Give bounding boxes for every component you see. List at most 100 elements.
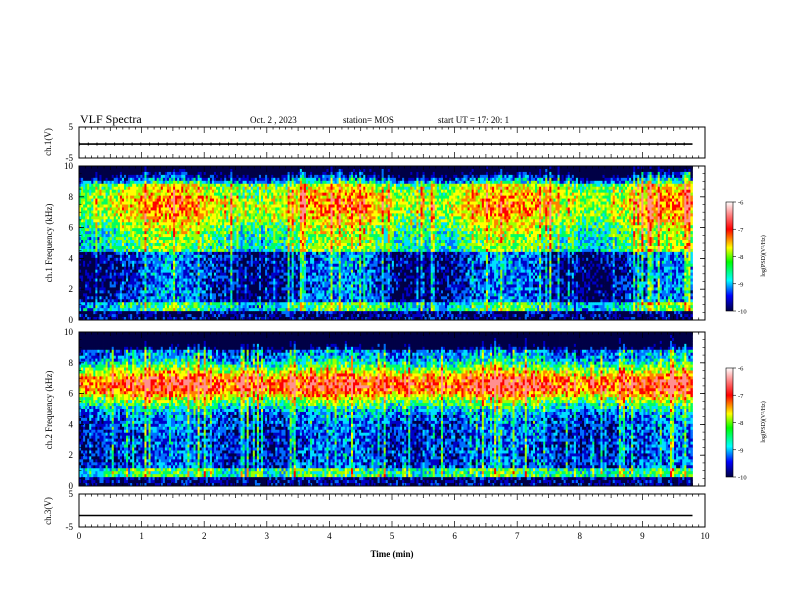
spectrogram-cell xyxy=(171,281,174,285)
spectrogram-cell xyxy=(105,302,109,306)
spectrogram-cell xyxy=(173,225,176,229)
spectrogram-cell xyxy=(156,204,160,208)
spectrogram-cell xyxy=(115,207,119,211)
spectrogram-cell xyxy=(191,186,194,191)
spectrogram-cell xyxy=(156,302,160,306)
spectrogram-cell xyxy=(173,305,176,309)
spectrogram-cell xyxy=(95,275,98,279)
spectrogram-cell xyxy=(117,278,121,282)
spectrogram-cell xyxy=(128,311,131,315)
spectrogram-cell xyxy=(99,257,102,262)
spectrogram-cell xyxy=(152,254,156,259)
trace-spike xyxy=(429,142,431,146)
spectrogram-cell xyxy=(91,216,94,220)
spectrogram-cell xyxy=(142,228,145,232)
spectrogram-cell xyxy=(146,168,149,173)
spectrogram-cell xyxy=(168,228,172,232)
spectrogram-cell xyxy=(146,231,149,235)
spectrogram-cell xyxy=(171,219,174,223)
spectrogram-cell xyxy=(183,195,186,199)
spectrogram-cell xyxy=(179,192,182,197)
spectrogram-cell xyxy=(130,311,133,315)
spectrogram-cell xyxy=(115,174,119,179)
spectrogram-cell xyxy=(136,293,139,297)
spectrogram-cell xyxy=(97,269,100,274)
spectrogram-cell xyxy=(173,174,176,179)
spectrogram-cell xyxy=(177,166,180,170)
spectrogram-cell xyxy=(101,240,104,244)
spectrogram-cell xyxy=(138,293,141,297)
spectrogram-cell xyxy=(152,302,156,306)
spectrogram-cell xyxy=(148,284,151,288)
spectrogram-cell xyxy=(154,278,158,282)
spectrogram-cell xyxy=(121,201,125,205)
spectrogram-cell xyxy=(107,263,111,268)
spectrogram-cell xyxy=(136,225,139,229)
spectrogram-cell xyxy=(87,308,90,312)
trace-spike xyxy=(657,142,659,146)
spectrogram-cell xyxy=(126,234,129,238)
spectrogram-cell xyxy=(123,254,127,259)
spectrogram-cell xyxy=(136,272,139,276)
spectrogram-cell xyxy=(142,266,145,271)
spectrogram-cell xyxy=(87,240,90,244)
spectrogram-cell xyxy=(148,245,151,250)
spectrogram-cell xyxy=(97,234,100,238)
spectrogram-cell xyxy=(171,272,174,276)
spectrogram-cell xyxy=(95,287,98,291)
spectrogram-cell xyxy=(130,222,133,226)
spectrogram-cell xyxy=(132,180,135,185)
spectrogram-cell xyxy=(148,204,151,208)
spectrogram-cell xyxy=(93,180,96,185)
spectrogram-cell xyxy=(128,171,131,176)
spectrogram-cell xyxy=(107,198,111,202)
spectrogram-cell xyxy=(183,228,186,232)
spectrogram-cell xyxy=(81,272,84,276)
spectrogram-cell xyxy=(130,248,133,253)
spectrogram-cell xyxy=(83,186,86,191)
spectrogram-cell xyxy=(179,189,182,194)
spectrogram-cell xyxy=(160,302,164,306)
spectrogram-cell xyxy=(91,305,94,309)
spectrogram-cell xyxy=(136,302,139,306)
spectrogram-cell xyxy=(168,243,172,247)
spectrogram-cell xyxy=(89,166,92,170)
spectrogram-cell xyxy=(162,296,166,300)
spectrogram-cell xyxy=(115,287,119,291)
spectrogram-cell xyxy=(101,287,104,291)
spectrogram-cell xyxy=(121,287,125,291)
spectrogram-cell xyxy=(111,269,115,274)
spectrogram-cell xyxy=(187,243,190,247)
spectrogram-cell xyxy=(183,240,186,244)
spectrogram-cell xyxy=(171,189,174,194)
spectrogram-cell xyxy=(95,293,98,297)
spectrogram-cell xyxy=(119,166,123,170)
spectrogram-cell xyxy=(105,231,109,235)
spectrogram-cell xyxy=(87,234,90,238)
spectrogram-cell xyxy=(168,237,172,241)
spectrogram-cell xyxy=(166,284,170,288)
spectrogram-cell xyxy=(168,201,172,205)
spectrogram-cell xyxy=(87,216,90,220)
spectrogram-cell xyxy=(85,263,88,268)
spectrogram-cell xyxy=(95,266,98,271)
spectrogram-cell xyxy=(101,305,104,309)
trace-spike xyxy=(105,142,107,146)
spectrogram-cell xyxy=(99,317,102,321)
spectrogram-cell xyxy=(107,180,111,185)
spectrogram-cell xyxy=(126,189,129,194)
spectrogram-cell xyxy=(164,251,168,256)
spectrogram-cell xyxy=(121,275,125,279)
spectrogram-cell xyxy=(148,171,151,176)
spectrogram-cell xyxy=(171,287,174,291)
spectrogram-cell xyxy=(162,263,166,268)
spectrogram-cell xyxy=(97,266,100,271)
spectrogram-cell xyxy=(146,263,149,268)
spectrogram-cell xyxy=(109,177,113,182)
spectrogram-cell xyxy=(152,281,156,285)
spectrogram-cell xyxy=(121,210,125,214)
spectrogram-cell xyxy=(160,189,164,194)
spectrogram-cell xyxy=(171,290,174,294)
spectrogram-cell xyxy=(185,254,188,259)
spectrogram-cell xyxy=(128,177,131,182)
